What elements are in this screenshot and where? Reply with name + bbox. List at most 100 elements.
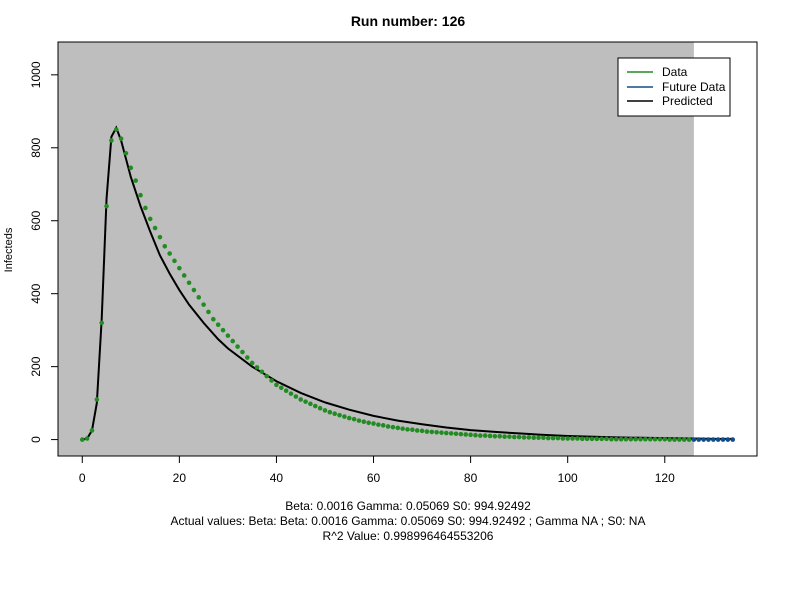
y-axis-label: Infecteds [3,227,15,272]
future-data-point [706,437,711,442]
data-point [225,333,231,338]
future-data-point [715,437,721,442]
data-point [133,178,138,183]
y-tick-label: 600 [29,210,43,230]
future-data-point [691,437,697,442]
data-point [322,408,328,413]
data-point [545,435,551,441]
data-point [434,429,439,435]
data-point [599,436,604,442]
data-point [123,150,129,156]
chart-title: Run number: 126 [351,13,466,29]
data-point [419,428,425,434]
legend-entry-future: Future Data [662,80,726,94]
data-point [555,435,561,441]
data-point [206,309,211,315]
data-point [560,436,566,441]
x-tick-label: 80 [464,471,478,485]
footer-actual-values: Actual values: Beta: Beta: 0.0016 Gamma:… [171,514,646,528]
x-tick-label: 0 [79,471,86,485]
data-point [677,437,682,442]
data-point [458,431,464,437]
data-point [643,436,648,442]
data-point [594,436,600,442]
data-point [361,419,367,425]
data-point [366,420,371,426]
data-point [181,273,187,278]
data-point [511,434,517,440]
data-point [604,436,609,442]
data-point [191,287,197,293]
data-point [410,427,415,433]
y-axis: 0 200 400 600 800 1000 [29,61,59,443]
legend: Data Future Data Predicted [617,57,731,117]
future-data-point [711,437,716,442]
data-point [667,437,672,442]
data-point [536,435,541,441]
data-point [99,320,104,326]
y-tick-label: 200 [29,356,43,376]
data-point [162,243,168,249]
data-point [473,432,478,438]
data-point [414,428,420,433]
shaded-region [58,42,694,456]
data-point [463,432,469,437]
data-point [478,433,483,438]
data-point [278,385,284,391]
y-tick-label: 1000 [29,61,43,88]
data-point [288,391,294,396]
data-point [138,192,143,198]
footer-r-squared: R^2 Value: 0.998996464553206 [323,529,494,543]
data-point [264,373,270,379]
data-point [113,127,119,132]
data-point [303,399,308,404]
data-point [570,436,575,441]
footer-estimates: Beta: 0.0016 Gamma: 0.05069 S0: 994.9249… [285,499,531,513]
data-point [259,369,265,375]
data-point [633,436,638,442]
data-point [487,433,493,439]
data-point [157,234,163,240]
data-point [405,427,410,432]
data-point [177,265,182,271]
data-point [109,138,114,143]
data-point [89,428,95,433]
data-point [541,435,546,441]
data-point [623,436,629,442]
data-point [337,412,342,418]
data-point [235,344,240,349]
data-point [482,433,488,438]
data-point [118,136,124,141]
data-point [342,414,347,419]
data-point [215,322,221,327]
data-point [79,437,85,442]
data-point [172,258,177,264]
data-point [230,338,236,344]
data-point [298,397,304,402]
data-point [468,432,473,438]
data-point [380,423,386,428]
data-point [167,251,172,256]
data-point [507,434,512,439]
data-point [327,409,333,415]
data-point [128,165,134,171]
data-point [589,436,595,442]
data-point [638,436,643,442]
data-point [652,436,658,442]
data-point [429,429,435,435]
data-point [220,327,226,333]
data-point [400,426,405,431]
x-tick-label: 120 [655,471,675,485]
data-point [376,422,381,427]
data-point [579,436,585,442]
data-point [245,355,250,360]
data-point [609,436,614,442]
data-point [628,436,634,442]
data-point [346,415,352,421]
plot-area [57,41,758,457]
future-data-point [696,437,702,442]
y-tick-label: 400 [29,283,43,303]
data-point [312,403,318,409]
data-point [502,434,507,439]
